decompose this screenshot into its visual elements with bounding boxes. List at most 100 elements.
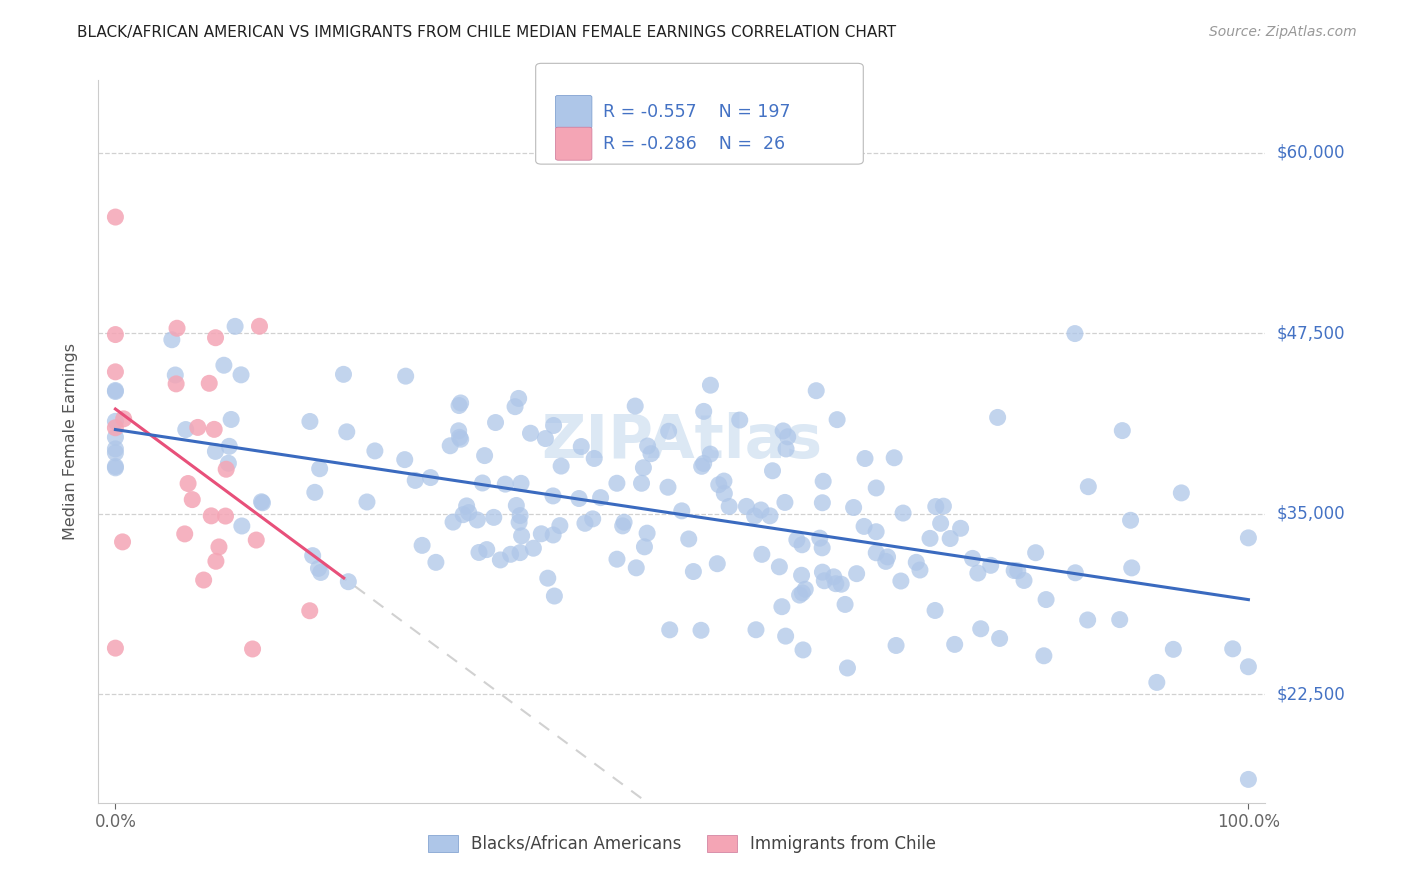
Point — [193, 573, 215, 587]
Point — [111, 534, 134, 549]
Point — [494, 477, 516, 491]
Point — [626, 561, 648, 575]
Point — [356, 495, 378, 509]
Point — [808, 531, 831, 545]
Point — [395, 369, 418, 384]
Point — [245, 533, 267, 547]
Point — [1007, 564, 1029, 578]
Point — [823, 570, 845, 584]
Point — [508, 516, 530, 530]
Point — [465, 513, 488, 527]
Point — [693, 404, 716, 418]
Point — [298, 604, 321, 618]
Point — [671, 504, 693, 518]
Point — [891, 506, 914, 520]
Point — [187, 420, 209, 434]
Point — [908, 563, 931, 577]
Point — [550, 459, 572, 474]
Point — [224, 319, 246, 334]
Point — [837, 661, 859, 675]
Point — [949, 521, 972, 535]
Point — [811, 541, 834, 555]
Point — [519, 426, 541, 441]
Point — [794, 582, 817, 597]
Point — [744, 508, 766, 523]
Y-axis label: Median Female Earnings: Median Female Earnings — [63, 343, 77, 540]
Point — [449, 430, 471, 444]
Point — [633, 460, 655, 475]
Point — [250, 495, 273, 509]
Point — [932, 499, 955, 513]
Point — [543, 418, 565, 433]
Point — [1032, 648, 1054, 663]
Point — [772, 424, 794, 438]
Point — [543, 589, 565, 603]
Point — [987, 410, 1010, 425]
Point — [112, 412, 135, 426]
Point — [181, 492, 204, 507]
Point — [404, 474, 426, 488]
Point — [489, 553, 512, 567]
Point — [530, 526, 553, 541]
Point — [690, 624, 713, 638]
Point — [825, 412, 848, 426]
Point — [301, 549, 323, 563]
Point — [447, 424, 470, 438]
Point — [541, 489, 564, 503]
Point — [745, 623, 768, 637]
Point — [457, 506, 479, 520]
Point — [768, 559, 790, 574]
Point — [718, 500, 741, 514]
Point — [918, 532, 941, 546]
Point — [104, 414, 127, 428]
Point — [589, 491, 612, 505]
Point — [749, 503, 772, 517]
Point — [728, 413, 751, 427]
Point — [658, 623, 681, 637]
Point — [761, 464, 783, 478]
Point — [568, 491, 591, 506]
Point — [411, 538, 433, 552]
Point — [606, 476, 628, 491]
Point — [104, 384, 127, 399]
Point — [988, 632, 1011, 646]
Text: $60,000: $60,000 — [1277, 144, 1346, 161]
Point — [1237, 659, 1260, 673]
Point — [657, 480, 679, 494]
Point — [834, 598, 856, 612]
Point — [813, 574, 835, 588]
Point — [624, 399, 647, 413]
Text: R = -0.286    N =  26: R = -0.286 N = 26 — [603, 135, 786, 153]
Point — [690, 459, 713, 474]
Point — [1170, 486, 1192, 500]
Text: $35,000: $35,000 — [1277, 505, 1346, 523]
Text: $22,500: $22,500 — [1277, 685, 1346, 704]
Point — [789, 588, 811, 602]
Point — [876, 549, 898, 564]
Point — [706, 557, 728, 571]
Point — [104, 442, 127, 456]
Point — [202, 422, 225, 436]
Point — [510, 529, 533, 543]
Legend: Blacks/African Americans, Immigrants from Chile: Blacks/African Americans, Immigrants fro… — [422, 828, 942, 860]
Point — [1237, 531, 1260, 545]
Point — [1025, 546, 1047, 560]
Point — [773, 495, 796, 509]
Point — [630, 476, 652, 491]
Point — [166, 321, 188, 335]
Point — [875, 554, 897, 568]
Point — [419, 470, 441, 484]
Point — [1163, 642, 1185, 657]
Point — [613, 515, 636, 529]
Point — [499, 547, 522, 561]
Point — [174, 423, 197, 437]
Point — [980, 558, 1002, 573]
Point — [505, 499, 527, 513]
Point — [682, 565, 704, 579]
Point — [503, 400, 526, 414]
Point — [962, 551, 984, 566]
Point — [853, 451, 876, 466]
Point — [966, 566, 988, 580]
Point — [775, 629, 797, 643]
Point — [865, 481, 887, 495]
